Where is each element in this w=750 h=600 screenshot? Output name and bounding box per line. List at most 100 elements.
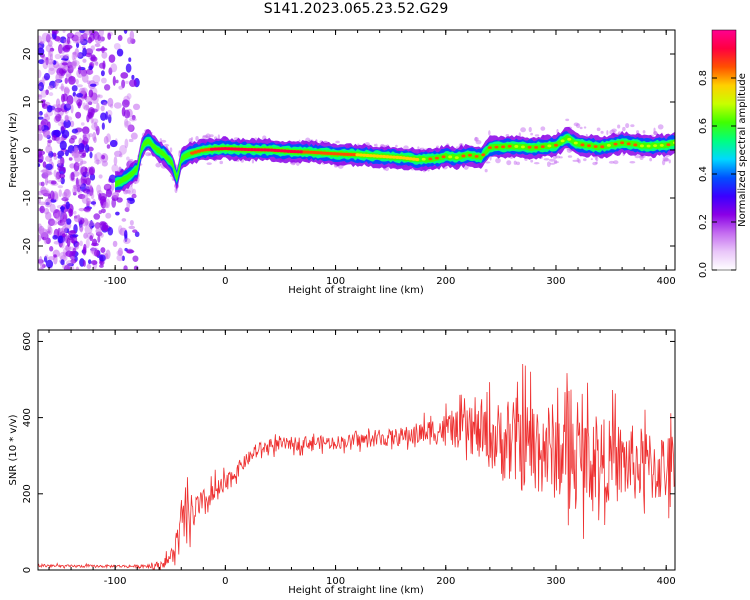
spectrogram-track-peak <box>325 151 331 155</box>
spectrogram-halo-blob <box>596 127 601 132</box>
spectrogram-noise-blob <box>126 199 131 210</box>
spectrogram-noise-blob <box>100 105 105 112</box>
spectrogram-noise-blob <box>61 233 66 238</box>
spectrogram-halo-blob <box>169 147 173 153</box>
spectrogram-noise-blob <box>43 234 48 245</box>
spectrogram-noise-blob <box>73 210 77 215</box>
spectrogram-noise-blob <box>85 177 91 186</box>
spectrogram-noise-blob <box>45 211 52 221</box>
spectrogram-noise-blob <box>113 42 121 50</box>
spectrogram-noise-blob <box>98 30 104 37</box>
spectrogram-noise-blob <box>64 115 69 122</box>
spectrogram-noise-blob <box>55 174 59 181</box>
spectrogram-track-peak <box>441 155 446 159</box>
spectrogram-noise-blob <box>123 109 131 119</box>
spectrogram-noise-blob <box>79 40 87 44</box>
spectrogram-track-peak <box>246 147 251 152</box>
spectrogram-noise-blob <box>62 55 69 61</box>
spectrogram-noise-blob <box>65 233 69 244</box>
spectrogram-noise-blob <box>93 153 98 162</box>
spectrogram-noise-blob <box>121 79 126 89</box>
spectrogram-noise-blob <box>52 104 58 108</box>
spectrogram-track-peak <box>520 145 525 149</box>
spectrogram-noise-blob <box>45 57 49 66</box>
spectrogram-noise-blob <box>38 69 42 79</box>
spectrogram-halo-blob <box>528 126 532 133</box>
colorbar-label: Normalized spectral amplitude <box>737 73 748 227</box>
spectrogram-noise-blob <box>66 94 74 105</box>
spectrogram-noise-blob <box>52 152 57 157</box>
spectrogram-track-peak <box>368 154 374 158</box>
spectrogram-track-peak <box>328 151 334 156</box>
spectrogram-noise-blob <box>90 260 98 266</box>
spectrogram-noise-blob <box>96 184 102 194</box>
spectrogram-noise-blob <box>45 155 53 162</box>
spectrogram-halo-blob <box>629 160 636 164</box>
spectrogram-track-peak <box>358 153 364 157</box>
spectrogram-noise-blob <box>82 134 87 139</box>
snr-x-axis-label: Height of straight line (km) <box>288 585 424 596</box>
spectrogram-x-tick-label: 0 <box>222 276 228 287</box>
spectrogram-noise-blob <box>94 222 101 229</box>
spectrogram-noise-blob <box>103 84 111 91</box>
spectrogram-noise-blob <box>101 51 108 59</box>
spectrogram-noise-blob <box>49 47 55 52</box>
spectrogram-noise-blob <box>126 249 135 254</box>
spectrogram-track-peak <box>196 149 202 153</box>
spectrogram-noise-blob <box>72 186 78 195</box>
spectrogram-noise-blob <box>40 118 49 128</box>
spectrogram-noise-blob <box>75 162 82 167</box>
spectrogram-track-peak <box>391 155 397 159</box>
spectrogram-x-tick-label: 400 <box>657 276 676 287</box>
spectrogram-noise-blob <box>38 95 43 100</box>
spectrogram-noise-blob <box>54 107 62 113</box>
spectrogram-noise-blob <box>125 63 132 73</box>
spectrogram-noise-blob <box>123 237 131 244</box>
spectrogram-halo-blob <box>657 124 664 130</box>
spectrogram-track-peak <box>362 153 367 157</box>
spectrogram-track-peak <box>229 147 235 151</box>
spectrogram-noise-blob <box>77 188 83 195</box>
spectrogram-noise-blob <box>71 128 79 134</box>
spectrogram-noise-blob <box>115 79 119 84</box>
spectrogram-track-peak <box>209 147 215 151</box>
spectrogram-halo-blob <box>606 130 609 136</box>
spectrogram-noise-blob <box>38 124 45 131</box>
spectrogram-noise-blob <box>80 160 87 165</box>
spectrogram-track-peak <box>365 153 370 158</box>
spectrogram-track-peak <box>567 137 572 141</box>
spectrogram-noise-blob <box>123 265 128 270</box>
spectrogram-noise-blob <box>100 99 108 105</box>
spectrogram-track-peak <box>272 148 278 152</box>
spectrogram-noise-blob <box>47 226 53 236</box>
spectrogram-noise-blob <box>57 178 63 183</box>
spectrogram-noise-blob <box>105 189 112 198</box>
spectrogram-noise-blob <box>53 254 57 258</box>
spectrogram-noise-blob <box>72 247 77 255</box>
spectrogram-noise-blob <box>60 177 65 185</box>
spectrogram-track-peak <box>666 143 671 147</box>
spectrogram-track-peak <box>428 157 433 161</box>
spectrogram-noise-blob <box>38 148 43 158</box>
spectrogram-noise-blob <box>41 103 48 109</box>
spectrogram-noise-blob <box>65 260 73 267</box>
spectrogram-noise-blob <box>95 61 99 67</box>
spectrogram-track-peak <box>266 148 271 152</box>
spectrogram-noise-blob <box>62 30 66 34</box>
spectrogram-noise-blob <box>88 65 93 71</box>
spectrogram-noise-blob <box>90 45 96 51</box>
spectrogram-noise-blob <box>72 184 79 189</box>
spectrogram-noise-blob <box>128 57 132 63</box>
spectrogram-halo-blob <box>649 157 653 162</box>
spectrogram-track-peak <box>348 152 354 157</box>
spectrogram-noise-blob <box>61 129 70 139</box>
spectrogram-track-peak <box>233 147 238 151</box>
spectrogram-noise-blob <box>45 259 54 269</box>
spectrogram-noise-blob <box>62 93 68 102</box>
spectrogram-noise-blob <box>73 145 79 155</box>
spectrogram-track-peak <box>319 151 324 155</box>
spectrogram-track-peak <box>252 148 258 152</box>
spectrogram-signal-track <box>115 126 675 193</box>
spectrogram-halo-blob <box>217 134 220 140</box>
spectrogram-track-peak <box>404 156 410 160</box>
